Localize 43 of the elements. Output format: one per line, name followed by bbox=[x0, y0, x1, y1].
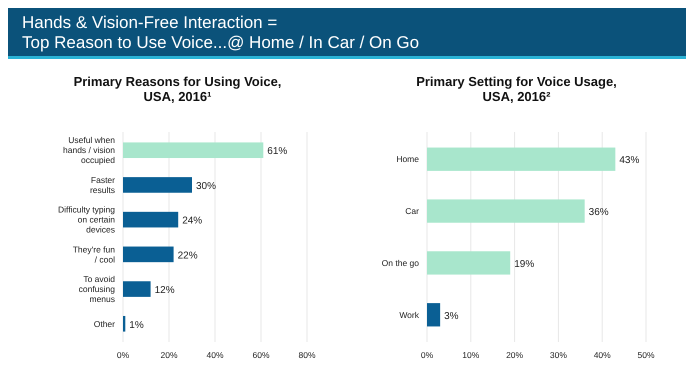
bar bbox=[427, 251, 510, 275]
y-tick-label: Car bbox=[405, 206, 420, 216]
data-label: 1% bbox=[129, 320, 144, 331]
bar bbox=[123, 212, 178, 228]
bar bbox=[123, 177, 192, 193]
data-label: 36% bbox=[588, 207, 609, 218]
data-label: 19% bbox=[514, 258, 534, 270]
x-tick-label: 40% bbox=[594, 350, 612, 360]
x-tick-label: 60% bbox=[252, 350, 270, 360]
y-tick-label: Other bbox=[94, 318, 116, 329]
data-label: 43% bbox=[619, 155, 640, 166]
x-tick-label: 20% bbox=[506, 350, 524, 360]
chart-title: Hands & Vision-Free Interaction = Top Reason to Use Voice...@ Home / In Car / On Go bbox=[22, 13, 420, 52]
y-tick-label: Faster results bbox=[90, 174, 116, 195]
data-label: 12% bbox=[154, 285, 175, 296]
y-tick-label: On the go bbox=[382, 258, 420, 268]
bar bbox=[427, 303, 440, 326]
bar bbox=[123, 281, 151, 297]
bar bbox=[123, 142, 264, 158]
chart-subtitle: Primary Reasons for Using Voice, USA, 2016¹ bbox=[74, 74, 282, 104]
bar bbox=[427, 199, 585, 223]
y-tick-label: To avoid confusing menus bbox=[78, 274, 116, 304]
bar bbox=[123, 246, 174, 262]
data-label: 24% bbox=[182, 216, 202, 227]
x-tick-label: 10% bbox=[462, 350, 480, 360]
chart-title: Primary Setting for Voice Usage, USA, 2016² bbox=[416, 74, 617, 104]
x-tick-label: 0% bbox=[116, 350, 130, 360]
x-tick-label: 0% bbox=[420, 350, 434, 360]
bar bbox=[427, 148, 616, 171]
y-tick-label: They're fun / cool bbox=[72, 244, 116, 264]
x-tick-label: 50% bbox=[637, 350, 655, 360]
data-label: 3% bbox=[444, 310, 459, 322]
data-label: 61% bbox=[267, 146, 288, 158]
x-tick-label: 40% bbox=[206, 350, 224, 360]
x-tick-label: 80% bbox=[298, 350, 316, 360]
data-label: 30% bbox=[196, 180, 216, 192]
y-tick-label: Difficulty typing on certain devices bbox=[58, 204, 116, 235]
y-tick-label: Useful when hands / vision occupied bbox=[63, 135, 116, 166]
data-label: 22% bbox=[178, 250, 198, 262]
x-tick-label: 20% bbox=[160, 350, 178, 360]
y-tick-label: Home bbox=[396, 154, 420, 164]
y-tick-label: Work bbox=[399, 310, 420, 320]
x-tick-label: 30% bbox=[550, 350, 568, 360]
